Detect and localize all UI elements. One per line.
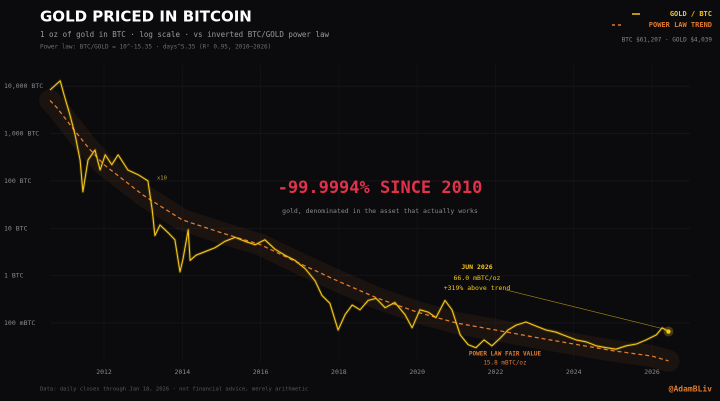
- current-point: [666, 329, 671, 334]
- fair-note: POWER LAW FAIR VALUE: [469, 351, 542, 358]
- x-tick-label: 2014: [174, 368, 190, 376]
- price-stats: BTC $61,207 · GOLD $4,039: [622, 37, 713, 44]
- legend-label: POWER LAW TREND: [649, 21, 712, 29]
- y-tick-label: 100 mBTC: [4, 319, 35, 327]
- x-tick-label: 2018: [331, 368, 347, 376]
- price-line: [49, 80, 669, 350]
- chart-title: GOLD PRICED IN BITCOIN: [40, 8, 252, 26]
- credit: @AdamBLiv: [669, 384, 713, 394]
- y-tick-label: 1 BTC: [4, 272, 24, 280]
- footer: Data: daily closes through Jan 18, 2026 …: [40, 387, 308, 393]
- peak-label: x10: [157, 176, 167, 182]
- headline-sub: gold, denominated in the asset that actu…: [282, 207, 478, 215]
- current-note: JUN 2026: [461, 263, 492, 271]
- headline: -99.9994% SINCE 2010: [278, 178, 483, 198]
- power-law-note: Power law: BTC/GOLD = 10^-15.35 · days^5…: [40, 44, 271, 51]
- y-tick-label: 10,000 BTC: [4, 82, 43, 90]
- y-tick-label: 1,000 BTC: [4, 130, 39, 138]
- x-tick-label: 2026: [644, 368, 660, 376]
- x-tick-label: 2016: [253, 368, 269, 376]
- trend-line: [49, 99, 669, 362]
- legend-label: GOLD / BTC: [670, 10, 712, 18]
- current-note: +319% above trend: [444, 284, 511, 292]
- plot-area: 10,000 BTC 1,000 BTC 100 BTC 10 BTC 1 BTC 100…: [4, 65, 690, 376]
- x-tick-label: 2012: [96, 368, 112, 376]
- fair-note: 15.8 mBTC/oz: [483, 360, 527, 367]
- subtitle: 1 oz of gold in BTC · log scale · vs inv…: [40, 30, 329, 39]
- current-note: 66.0 mBTC/oz: [454, 274, 501, 282]
- x-tick-label: 2024: [566, 368, 582, 376]
- x-tick-label: 2020: [409, 368, 425, 376]
- x-tick-label: 2022: [488, 368, 504, 376]
- connector: [505, 289, 665, 330]
- y-tick-label: 10 BTC: [4, 224, 28, 232]
- y-tick-label: 100 BTC: [4, 177, 31, 185]
